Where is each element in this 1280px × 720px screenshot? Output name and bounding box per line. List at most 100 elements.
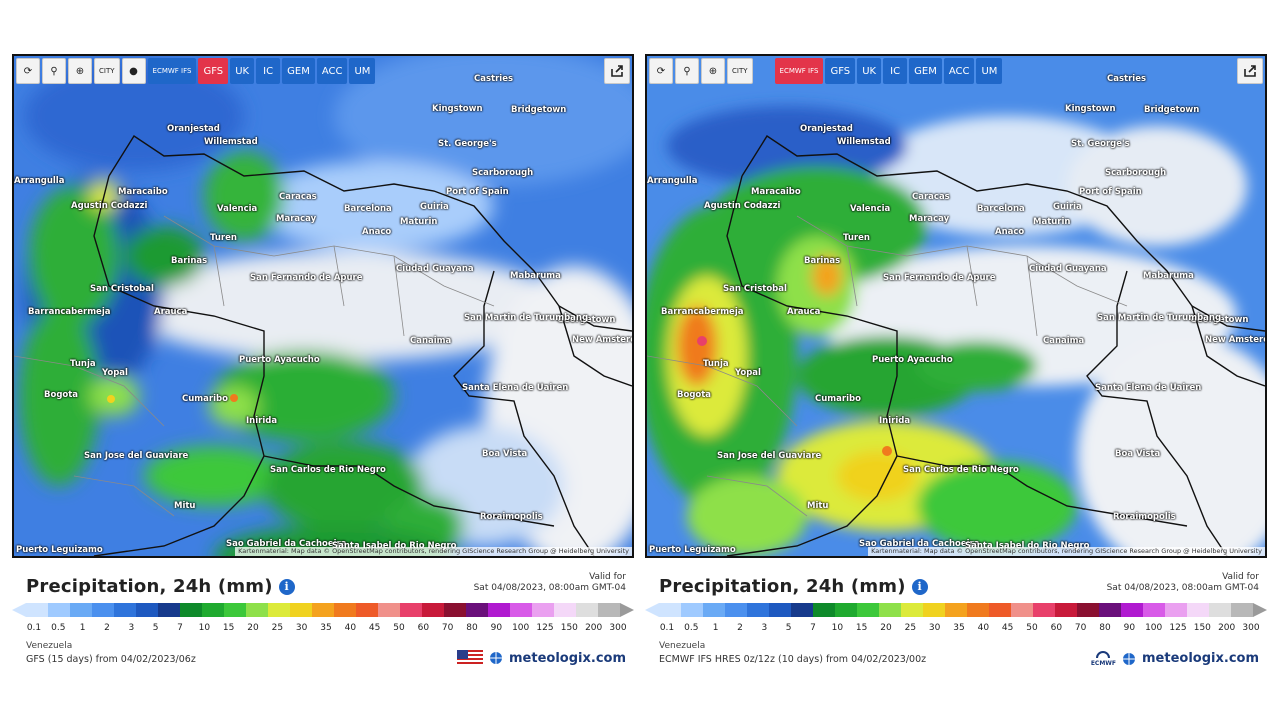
model-button-ecmwf[interactable]: ECMWF IFS — [147, 58, 197, 84]
city-toggle-button[interactable]: CITY — [727, 58, 753, 84]
map-attribution: Kartenmaterial: Map data © OpenStreetMap… — [868, 547, 1265, 556]
city-label: Sao Gabriel da Cachoeira — [226, 539, 347, 549]
share-button[interactable] — [1237, 58, 1263, 84]
map-toolbar: ⟳ ⚲ ⊕ CITY ● ECMWF IFS GFS UK IC GEM ACC… — [16, 58, 376, 84]
legend-swatch — [857, 603, 880, 617]
legend-tick-label: 3 — [761, 623, 768, 633]
gfs-panel: ⟳ ⚲ ⊕ CITY ● ECMWF IFS GFS UK IC GEM ACC… — [12, 54, 634, 678]
model-button-gfs[interactable]: GFS — [825, 58, 856, 84]
legend-tick-label: 45 — [368, 623, 381, 633]
legend-tick-label: 2 — [737, 623, 743, 633]
city-label: Bogota — [677, 390, 712, 400]
legend-swatch — [1165, 603, 1188, 617]
legend-tick-label: 40 — [344, 623, 357, 633]
location-button[interactable]: ⚲ — [675, 58, 699, 84]
legend-swatch — [202, 603, 225, 617]
city-label: Barrancabermeja — [28, 307, 111, 317]
city-label: Inirida — [879, 416, 911, 426]
legend-swatch — [422, 603, 445, 617]
city-label: Arauca — [154, 307, 188, 317]
refresh-button[interactable]: ⟳ — [649, 58, 673, 84]
model-button-gem[interactable]: GEM — [909, 58, 942, 84]
precip-field — [647, 56, 1265, 556]
zoom-button[interactable]: ⊕ — [68, 58, 92, 84]
city-label: San Jose del Guaviare — [84, 451, 189, 461]
legend-tick-label: 125 — [536, 623, 554, 633]
city-label: San Cristobal — [90, 284, 154, 294]
city-label: Barrancabermeja — [661, 307, 744, 317]
brand-name[interactable]: meteologix.com — [509, 650, 626, 666]
city-label: Oranjestad — [167, 124, 220, 134]
city-label: Cumaribo — [182, 394, 228, 404]
legend-swatch — [290, 603, 313, 617]
legend-tick-label: 0.1 — [26, 623, 42, 633]
legend-tick-label: 0.1 — [659, 623, 675, 633]
legend-swatch — [769, 603, 792, 617]
dot-toggle-button[interactable]: ● — [121, 58, 146, 84]
city-label: Ciudad Guayana — [396, 264, 474, 274]
model-button-gem[interactable]: GEM — [282, 58, 315, 84]
legend-tick-label: 5 — [152, 623, 159, 633]
legend-swatch — [1055, 603, 1078, 617]
legend-tick-label: 30 — [295, 623, 308, 633]
refresh-button[interactable]: ⟳ — [16, 58, 40, 84]
color-legend — [645, 603, 1267, 617]
model-button-acc[interactable]: ACC — [943, 58, 975, 84]
city-label: Barcelona — [344, 204, 392, 214]
legend-tick-label: 25 — [904, 623, 917, 633]
legend-tick-label: 50 — [1026, 623, 1038, 633]
city-label: Georgetown — [557, 315, 616, 325]
brand-name[interactable]: meteologix.com — [1142, 651, 1259, 666]
city-label: Arrangulla — [14, 176, 65, 186]
info-icon[interactable]: i — [911, 578, 928, 595]
city-label: Oranjestad — [800, 124, 853, 134]
precipitation-map[interactable]: ⟳ ⚲ ⊕ CITY ECMWF IFS GFS UK IC GEM ACC U… — [645, 54, 1267, 558]
city-icon: CITY — [732, 66, 748, 75]
model-button-uk[interactable]: UK — [230, 58, 255, 84]
model-button-gfs[interactable]: GFS — [198, 58, 229, 84]
city-label: Anaco — [995, 227, 1025, 237]
dot-icon: ● — [129, 65, 138, 77]
precipitation-map[interactable]: ⟳ ⚲ ⊕ CITY ● ECMWF IFS GFS UK IC GEM ACC… — [12, 54, 634, 558]
legend-swatch — [1187, 603, 1210, 617]
info-icon[interactable]: i — [278, 578, 295, 595]
legend-swatch — [92, 603, 115, 617]
model-button-ic[interactable]: IC — [883, 58, 908, 84]
legend-swatch — [114, 603, 137, 617]
legend-tick-label: 30 — [928, 623, 941, 633]
model-button-ecmwf[interactable]: ECMWF IFS — [774, 58, 824, 84]
region-label: Venezuela — [26, 641, 73, 651]
city-label: Caracas — [279, 192, 317, 202]
share-button[interactable] — [604, 58, 630, 84]
city-toggle-button[interactable]: CITY — [94, 58, 120, 84]
city-label: Agustin Codazzi — [71, 201, 148, 211]
model-button-um[interactable]: UM — [976, 58, 1003, 84]
city-label: Maracaibo — [118, 187, 168, 197]
legend-tick-label: 2 — [104, 623, 110, 633]
legend-tick-label: 300 — [609, 623, 627, 633]
legend-tick-label: 25 — [271, 623, 284, 633]
legend-swatch — [747, 603, 770, 617]
legend-right-arrow — [620, 603, 634, 617]
city-label: Castries — [1107, 74, 1147, 84]
model-button-um[interactable]: UM — [349, 58, 376, 84]
model-button-uk[interactable]: UK — [857, 58, 882, 84]
location-button[interactable]: ⚲ — [42, 58, 66, 84]
legend-swatch — [1033, 603, 1056, 617]
legend-tick-label: 150 — [1193, 623, 1211, 633]
city-label: Valencia — [850, 204, 891, 214]
legend-swatch — [1121, 603, 1144, 617]
valid-time: Valid for Sat 04/08/2023, 08:00am GMT-04 — [1106, 572, 1259, 593]
model-button-acc[interactable]: ACC — [316, 58, 348, 84]
legend-tick-label: 60 — [417, 623, 430, 633]
city-icon: CITY — [99, 66, 115, 75]
city-label: Kingstown — [432, 104, 483, 114]
city-label: Anaco — [362, 227, 392, 237]
zoom-button[interactable]: ⊕ — [701, 58, 725, 84]
color-legend — [12, 603, 634, 617]
model-button-ic[interactable]: IC — [256, 58, 281, 84]
city-label: Maracay — [276, 214, 317, 224]
legend-tick-label: 7 — [177, 623, 183, 633]
legend-tick-label: 70 — [441, 623, 454, 633]
city-label: Maturin — [1033, 217, 1071, 227]
